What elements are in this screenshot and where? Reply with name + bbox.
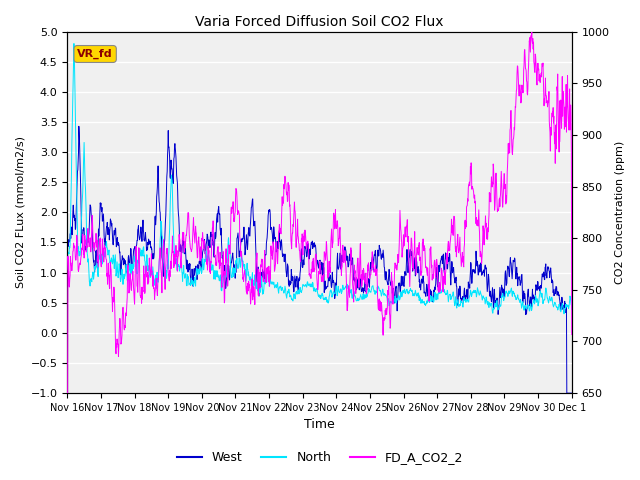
West xyxy=(464,295,472,301)
West xyxy=(508,276,516,282)
North xyxy=(63,282,71,288)
Line: North: North xyxy=(67,44,572,314)
Title: Varia Forced Diffusion Soil CO2 Flux: Varia Forced Diffusion Soil CO2 Flux xyxy=(195,15,444,29)
Line: FD_A_CO2_2: FD_A_CO2_2 xyxy=(67,32,572,393)
FD_A_CO2_2 xyxy=(175,235,183,241)
West xyxy=(568,390,575,396)
Legend: West, North, FD_A_CO2_2: West, North, FD_A_CO2_2 xyxy=(172,446,468,469)
Bar xyxy=(67,303,572,333)
Bar xyxy=(67,242,572,273)
FD_A_CO2_2 xyxy=(63,390,71,396)
Bar xyxy=(67,212,572,242)
West xyxy=(563,390,571,396)
West xyxy=(398,282,406,288)
Bar xyxy=(67,333,572,363)
West xyxy=(63,270,71,276)
FD_A_CO2_2 xyxy=(508,141,516,147)
FD_A_CO2_2 xyxy=(163,245,171,251)
North xyxy=(232,258,240,264)
North xyxy=(560,311,568,317)
North xyxy=(176,266,184,272)
Bar xyxy=(67,122,572,152)
Bar xyxy=(67,32,572,62)
Text: VR_fd: VR_fd xyxy=(77,49,113,59)
FD_A_CO2_2 xyxy=(463,203,471,208)
North xyxy=(70,41,78,47)
FD_A_CO2_2 xyxy=(232,186,240,192)
Bar xyxy=(67,182,572,212)
Bar xyxy=(67,62,572,92)
FD_A_CO2_2 xyxy=(528,29,536,35)
North xyxy=(164,260,172,266)
Bar xyxy=(67,92,572,122)
FD_A_CO2_2 xyxy=(568,332,575,337)
North xyxy=(398,294,406,300)
Y-axis label: Soil CO2 FLux (mmol/m2/s): Soil CO2 FLux (mmol/m2/s) xyxy=(15,136,25,288)
North xyxy=(508,293,516,299)
West xyxy=(75,123,83,129)
Line: West: West xyxy=(67,126,572,393)
West xyxy=(164,152,172,158)
West xyxy=(232,260,240,265)
North xyxy=(568,307,575,312)
Y-axis label: CO2 Concentration (ppm): CO2 Concentration (ppm) xyxy=(615,141,625,284)
Bar xyxy=(67,152,572,182)
X-axis label: Time: Time xyxy=(304,419,335,432)
Bar xyxy=(67,273,572,303)
Bar xyxy=(67,363,572,393)
North xyxy=(464,297,472,302)
FD_A_CO2_2 xyxy=(397,236,405,242)
West xyxy=(176,246,184,252)
